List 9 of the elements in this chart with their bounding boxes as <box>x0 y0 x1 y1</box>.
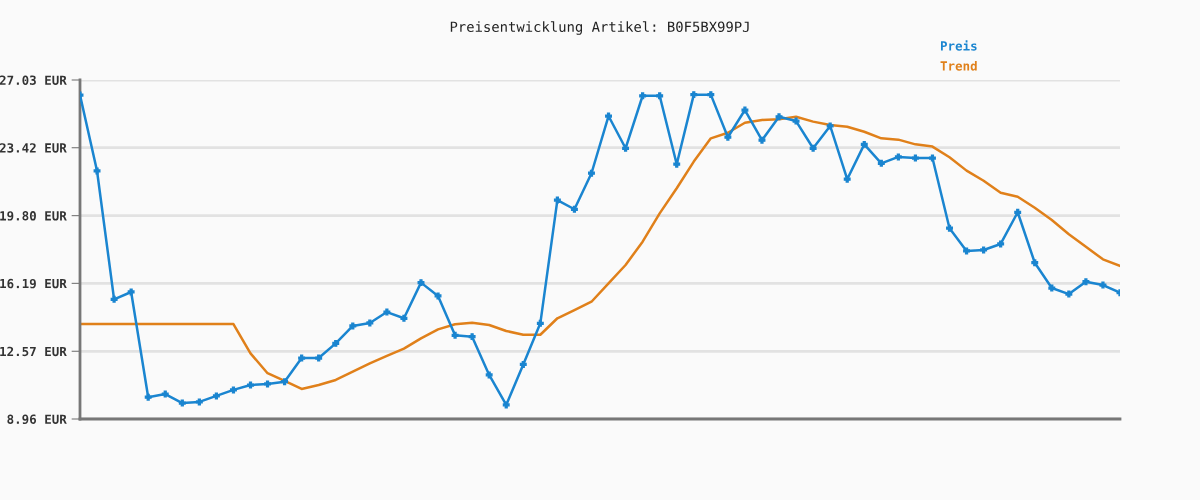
chart-title: Preisentwicklung Artikel: B0F5BX99PJ <box>450 21 749 35</box>
y-tick-label: 12.57 EUR <box>0 346 67 357</box>
y-tick-label: 8.96 EUR <box>7 414 67 424</box>
y-tick-label: 23.42 EUR <box>0 143 67 153</box>
y-tick-label: 19.80 EUR <box>0 211 67 221</box>
text: Preis <box>940 40 977 51</box>
y-tick-label: 27.03 EUR <box>0 75 67 85</box>
text: Trend <box>940 60 977 71</box>
y-tick-label: 16.19 EUR <box>0 278 67 289</box>
